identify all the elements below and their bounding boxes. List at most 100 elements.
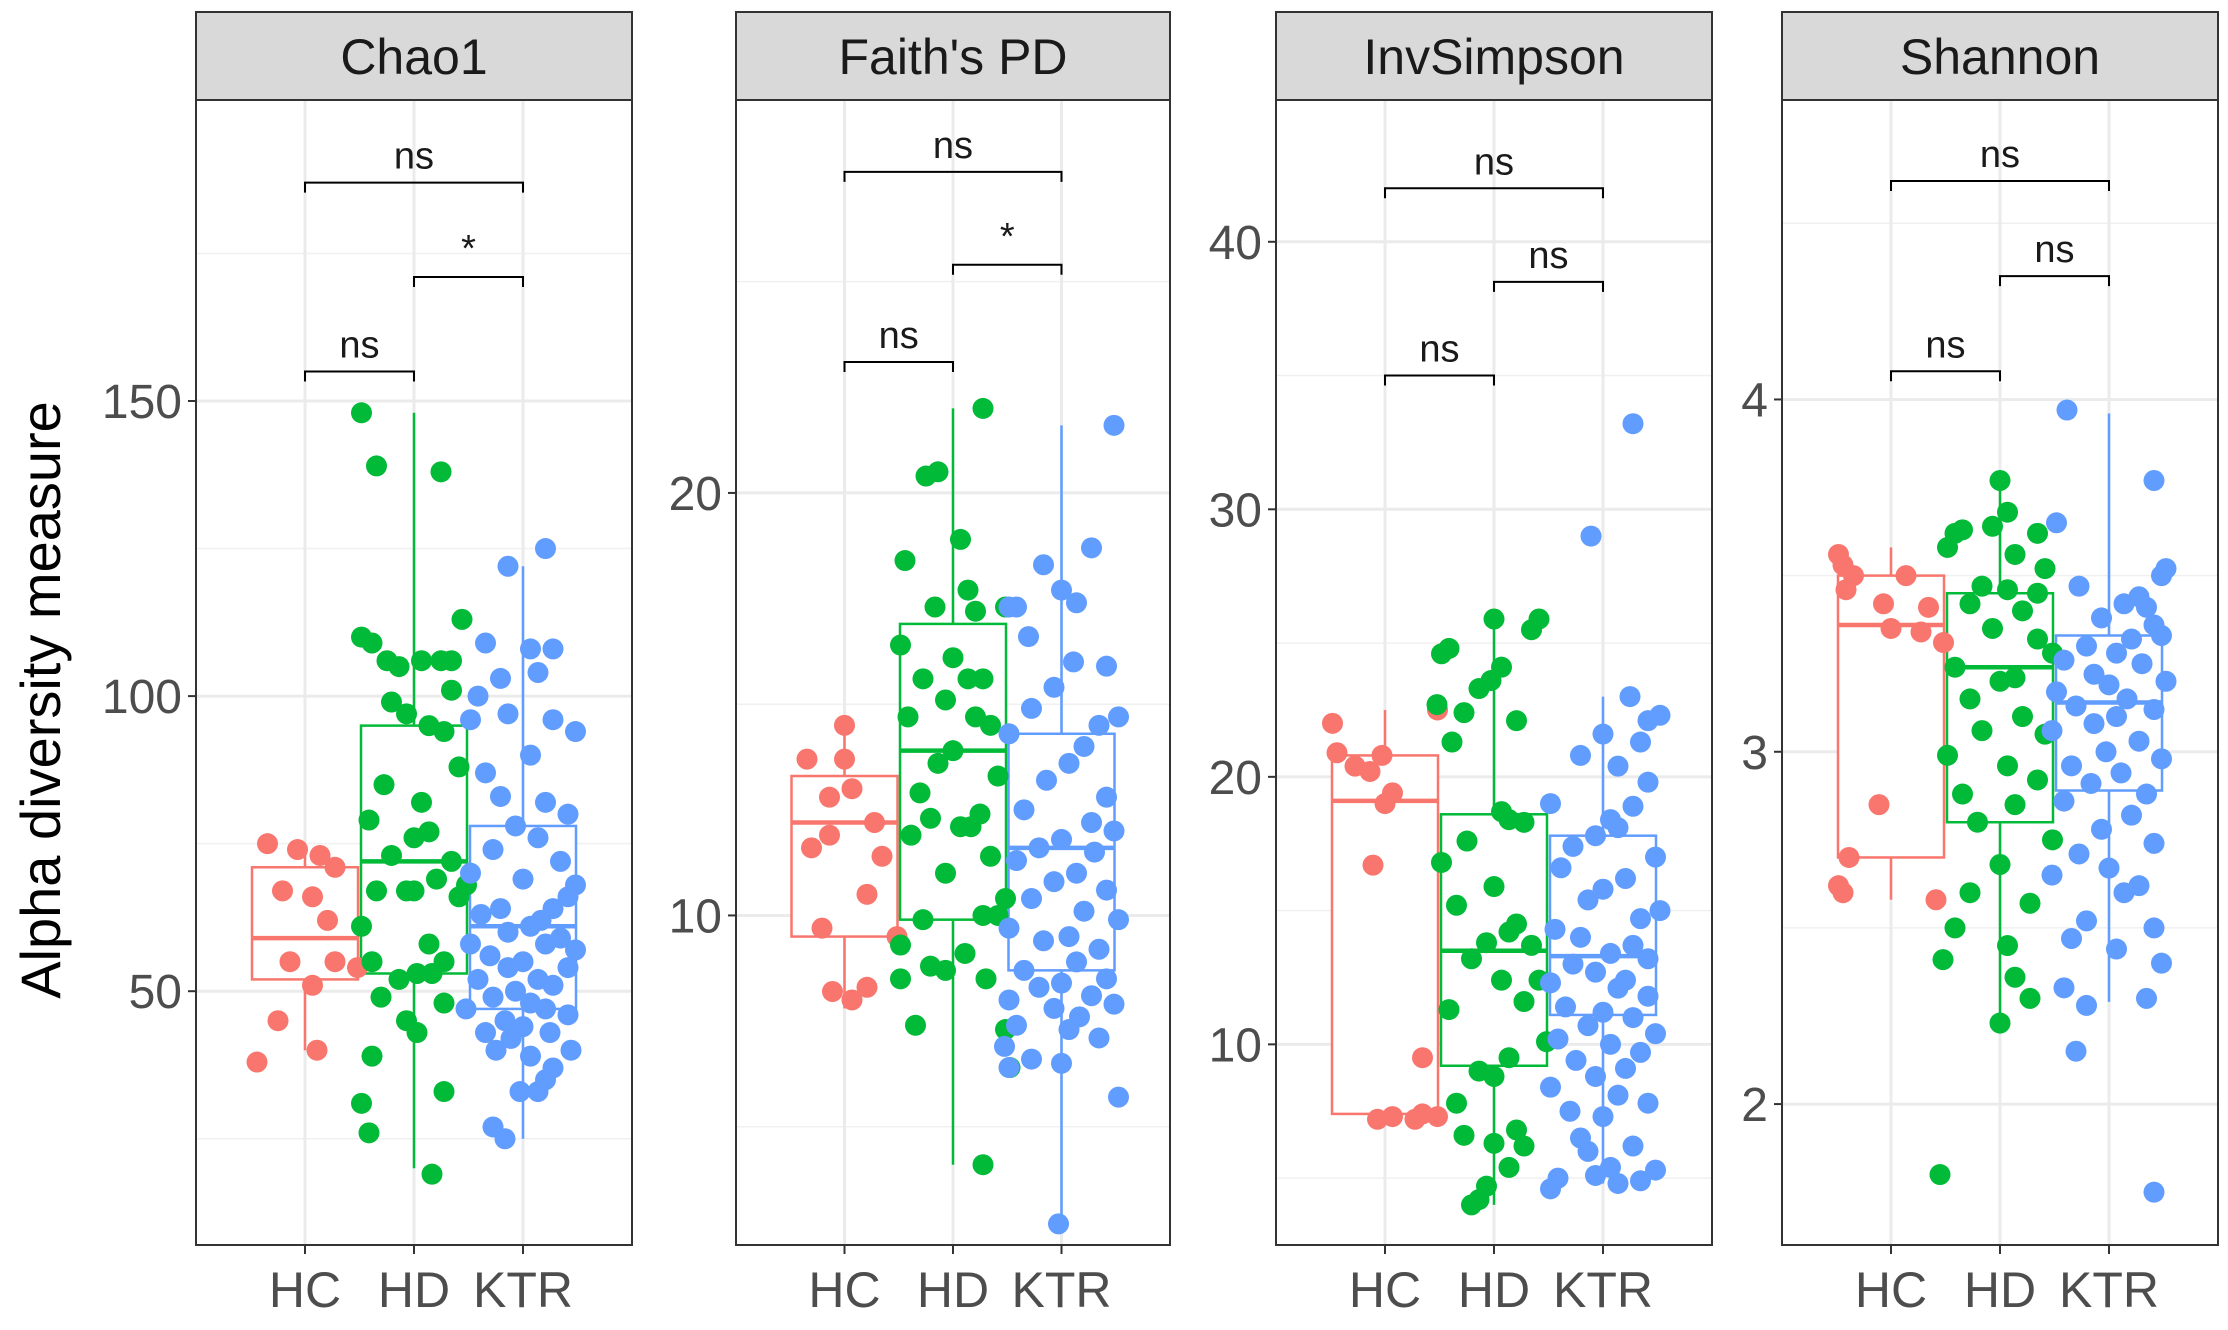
data-point: [2027, 582, 2048, 604]
data-point: [1997, 935, 2018, 957]
data-point: [1491, 969, 1512, 991]
y-axis-title: Alpha diversity measure: [9, 401, 72, 999]
data-point: [441, 679, 462, 701]
data-point: [1371, 744, 1393, 766]
data-point: [482, 986, 504, 1008]
data-point: [1622, 934, 1644, 956]
data-point: [1108, 909, 1129, 931]
data-point: [1997, 579, 2018, 601]
data-point: [1645, 1023, 1666, 1045]
y-tick-label: 150: [102, 376, 182, 429]
data-point: [841, 989, 863, 1011]
data-point: [1446, 894, 1467, 916]
data-point: [980, 714, 1001, 736]
data-point: [2076, 635, 2097, 657]
data-point: [1868, 794, 1890, 816]
data-point: [1895, 565, 1917, 587]
data-point: [2091, 607, 2112, 629]
data-point: [1028, 976, 1050, 998]
data-point: [2012, 706, 2033, 728]
data-point: [535, 933, 556, 955]
data-point: [894, 550, 916, 572]
data-point: [479, 945, 501, 967]
x-tick-label: HD: [378, 1262, 450, 1318]
data-point: [1832, 882, 1854, 904]
data-point: [467, 968, 489, 990]
data-point: [1989, 1012, 2011, 1034]
data-point: [801, 837, 822, 859]
data-point: [460, 709, 481, 731]
data-point: [2098, 674, 2120, 696]
bracket-line: [413, 276, 524, 288]
bracket-line: [1384, 187, 1604, 199]
data-point: [1043, 997, 1065, 1019]
data-point: [2053, 649, 2075, 671]
data-point: [475, 762, 496, 784]
data-point: [834, 714, 855, 736]
data-point: [1096, 655, 1117, 677]
data-point: [411, 650, 432, 672]
data-point: [942, 647, 964, 669]
data-point: [2155, 670, 2177, 692]
data-point: [1600, 942, 1621, 964]
data-point: [1540, 1076, 1561, 1098]
points-hd: [1426, 608, 1557, 1216]
data-point: [302, 886, 323, 908]
data-point: [2053, 977, 2075, 999]
data-point: [1456, 830, 1478, 852]
y-tick-label: 10: [1209, 1019, 1262, 1072]
data-point: [998, 596, 1020, 618]
data-point: [512, 868, 534, 890]
significance-bracket: ns: [1493, 235, 1604, 292]
data-point: [2113, 882, 2135, 904]
data-point: [1577, 889, 1599, 911]
data-point: [1013, 799, 1035, 821]
data-point: [1084, 841, 1105, 863]
points-hd: [1929, 469, 2063, 1186]
data-point: [1006, 1014, 1027, 1036]
data-point: [2027, 769, 2048, 791]
data-point: [2136, 783, 2157, 805]
data-point: [1322, 712, 1343, 734]
data-point: [1838, 846, 1860, 868]
significance-label: ns: [1980, 134, 2020, 176]
data-point: [1585, 961, 1606, 983]
data-point: [1362, 854, 1384, 876]
data-point: [426, 868, 447, 890]
data-point: [1585, 1164, 1606, 1186]
data-point: [1607, 977, 1629, 999]
data-point: [1550, 857, 1572, 879]
data-point: [998, 989, 1020, 1011]
points-ktr: [1540, 413, 1671, 1200]
data-point: [1607, 817, 1629, 839]
significance-label: ns: [1419, 329, 1459, 371]
data-point: [1637, 771, 1659, 793]
data-point: [366, 880, 387, 902]
data-point: [1088, 938, 1110, 960]
data-point: [421, 1163, 443, 1185]
data-point: [1555, 996, 1576, 1018]
bracket-line: [304, 370, 415, 382]
data-point: [2042, 829, 2063, 851]
data-point: [1592, 1106, 1614, 1128]
data-point: [1619, 686, 1641, 708]
data-point: [987, 765, 1009, 787]
data-point: [1989, 670, 2011, 692]
data-point: [2106, 938, 2127, 960]
data-point: [1066, 862, 1087, 884]
significance-label: ns: [879, 315, 919, 357]
y-tick-label: 4: [1741, 374, 1768, 427]
data-point: [1952, 519, 1973, 541]
data-point: [460, 933, 481, 955]
data-point: [2131, 653, 2153, 675]
data-point: [2116, 688, 2138, 710]
data-point: [1944, 656, 1966, 678]
data-point: [822, 980, 843, 1002]
data-point: [2065, 1040, 2087, 1062]
data-point: [1925, 889, 1947, 911]
data-point: [557, 1004, 579, 1026]
data-point: [520, 638, 541, 660]
data-point: [1412, 1047, 1433, 1069]
data-point: [950, 528, 971, 550]
data-point: [998, 723, 1020, 745]
